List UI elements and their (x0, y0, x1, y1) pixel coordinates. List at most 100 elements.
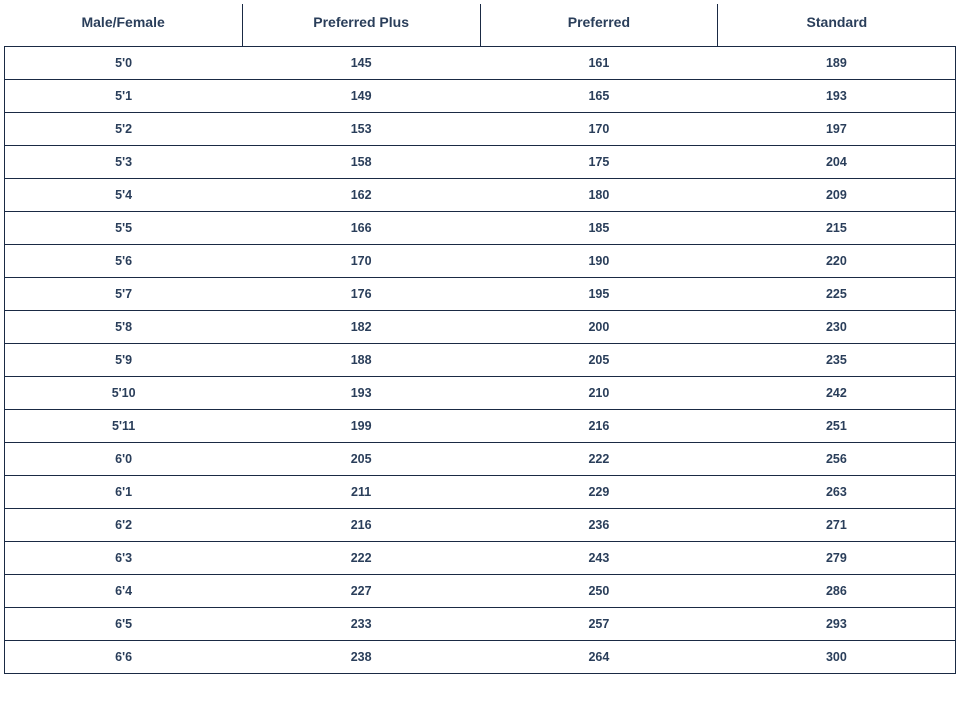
table-row: 6'1211229263 (5, 476, 956, 509)
cell-standard: 263 (718, 476, 956, 509)
cell-height: 5'6 (5, 245, 243, 278)
table-row: 6'6238264300 (5, 641, 956, 674)
cell-preferred-plus: 166 (242, 212, 480, 245)
table-header: Male/Female Preferred Plus Preferred Sta… (5, 4, 956, 47)
cell-preferred-plus: 176 (242, 278, 480, 311)
cell-preferred-plus: 211 (242, 476, 480, 509)
cell-height: 6'3 (5, 542, 243, 575)
cell-preferred-plus: 145 (242, 47, 480, 80)
col-header-standard: Standard (718, 4, 956, 47)
table-row: 6'5233257293 (5, 608, 956, 641)
cell-height: 5'10 (5, 377, 243, 410)
cell-height: 5'5 (5, 212, 243, 245)
cell-preferred-plus: 149 (242, 80, 480, 113)
cell-preferred: 170 (480, 113, 718, 146)
cell-preferred-plus: 199 (242, 410, 480, 443)
cell-standard: 235 (718, 344, 956, 377)
cell-standard: 286 (718, 575, 956, 608)
cell-preferred-plus: 193 (242, 377, 480, 410)
cell-preferred: 185 (480, 212, 718, 245)
table-row: 5'0145161189 (5, 47, 956, 80)
cell-height: 6'6 (5, 641, 243, 674)
table-row: 6'3222243279 (5, 542, 956, 575)
cell-preferred: 200 (480, 311, 718, 344)
cell-height: 5'1 (5, 80, 243, 113)
cell-height: 5'7 (5, 278, 243, 311)
table-header-row: Male/Female Preferred Plus Preferred Sta… (5, 4, 956, 47)
cell-preferred-plus: 158 (242, 146, 480, 179)
cell-preferred-plus: 170 (242, 245, 480, 278)
cell-preferred: 243 (480, 542, 718, 575)
cell-standard: 209 (718, 179, 956, 212)
table-row: 5'3158175204 (5, 146, 956, 179)
table-row: 6'4227250286 (5, 575, 956, 608)
col-header-height: Male/Female (5, 4, 243, 47)
cell-preferred: 250 (480, 575, 718, 608)
cell-preferred: 180 (480, 179, 718, 212)
cell-standard: 197 (718, 113, 956, 146)
cell-height: 5'0 (5, 47, 243, 80)
col-header-preferred: Preferred (480, 4, 718, 47)
cell-preferred: 195 (480, 278, 718, 311)
cell-preferred-plus: 205 (242, 443, 480, 476)
cell-preferred-plus: 216 (242, 509, 480, 542)
cell-height: 6'1 (5, 476, 243, 509)
cell-standard: 215 (718, 212, 956, 245)
cell-standard: 230 (718, 311, 956, 344)
cell-preferred: 257 (480, 608, 718, 641)
cell-standard: 242 (718, 377, 956, 410)
cell-preferred-plus: 162 (242, 179, 480, 212)
cell-height: 5'9 (5, 344, 243, 377)
height-weight-table: Male/Female Preferred Plus Preferred Sta… (4, 4, 956, 674)
cell-preferred: 216 (480, 410, 718, 443)
table-row: 5'10193210242 (5, 377, 956, 410)
cell-standard: 293 (718, 608, 956, 641)
table-row: 5'8182200230 (5, 311, 956, 344)
table-row: 5'11199216251 (5, 410, 956, 443)
cell-preferred-plus: 222 (242, 542, 480, 575)
cell-preferred: 229 (480, 476, 718, 509)
table-row: 5'1149165193 (5, 80, 956, 113)
cell-height: 5'3 (5, 146, 243, 179)
cell-height: 5'11 (5, 410, 243, 443)
cell-preferred-plus: 227 (242, 575, 480, 608)
cell-height: 5'2 (5, 113, 243, 146)
table-row: 5'5166185215 (5, 212, 956, 245)
table-row: 6'0205222256 (5, 443, 956, 476)
cell-preferred: 236 (480, 509, 718, 542)
cell-height: 6'4 (5, 575, 243, 608)
cell-height: 5'4 (5, 179, 243, 212)
cell-height: 5'8 (5, 311, 243, 344)
cell-preferred: 210 (480, 377, 718, 410)
cell-preferred-plus: 182 (242, 311, 480, 344)
table-row: 5'4162180209 (5, 179, 956, 212)
cell-standard: 300 (718, 641, 956, 674)
cell-height: 6'5 (5, 608, 243, 641)
cell-preferred: 175 (480, 146, 718, 179)
cell-standard: 256 (718, 443, 956, 476)
cell-standard: 193 (718, 80, 956, 113)
cell-standard: 189 (718, 47, 956, 80)
cell-height: 6'2 (5, 509, 243, 542)
table-row: 5'9188205235 (5, 344, 956, 377)
cell-standard: 220 (718, 245, 956, 278)
cell-standard: 279 (718, 542, 956, 575)
table-row: 5'6170190220 (5, 245, 956, 278)
table-body: 5'0145161189 5'1149165193 5'2153170197 5… (5, 47, 956, 674)
cell-standard: 271 (718, 509, 956, 542)
cell-standard: 225 (718, 278, 956, 311)
cell-standard: 204 (718, 146, 956, 179)
cell-preferred: 222 (480, 443, 718, 476)
cell-height: 6'0 (5, 443, 243, 476)
table-row: 5'2153170197 (5, 113, 956, 146)
cell-preferred-plus: 153 (242, 113, 480, 146)
col-header-preferred-plus: Preferred Plus (242, 4, 480, 47)
table-row: 5'7176195225 (5, 278, 956, 311)
cell-preferred-plus: 233 (242, 608, 480, 641)
table-row: 6'2216236271 (5, 509, 956, 542)
cell-standard: 251 (718, 410, 956, 443)
cell-preferred: 190 (480, 245, 718, 278)
cell-preferred: 165 (480, 80, 718, 113)
cell-preferred: 264 (480, 641, 718, 674)
cell-preferred-plus: 188 (242, 344, 480, 377)
